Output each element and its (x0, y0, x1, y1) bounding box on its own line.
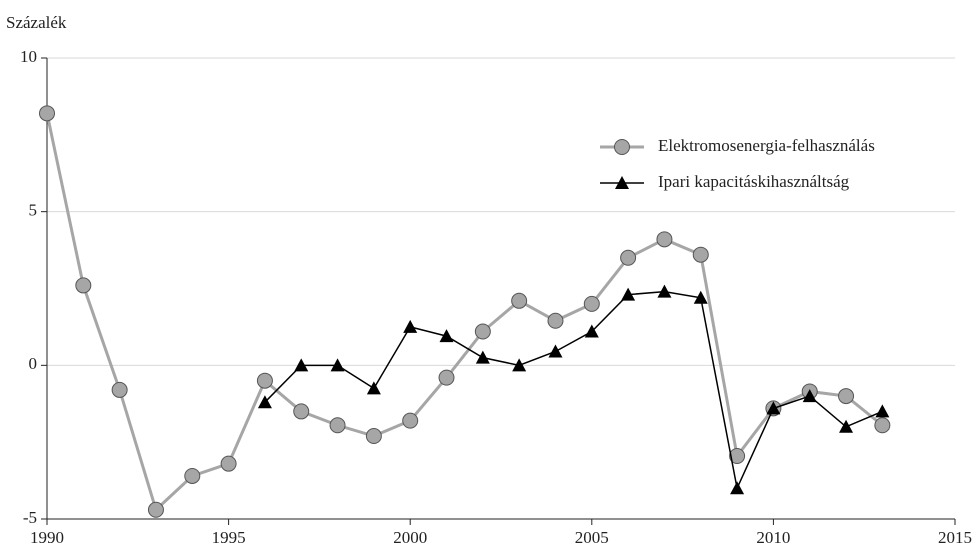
point (692, 246, 709, 263)
point (75, 277, 92, 294)
series-line (45, 113, 884, 513)
y-tick-label: -5 (23, 508, 37, 527)
point (366, 381, 381, 395)
point (838, 388, 855, 405)
point (693, 290, 708, 304)
x-tick-label: 2015 (938, 528, 972, 547)
point (511, 292, 528, 309)
point (257, 395, 272, 409)
point (220, 455, 237, 472)
x-tick-label: 2005 (575, 528, 609, 547)
point (620, 249, 637, 266)
point (547, 312, 564, 329)
point (293, 403, 310, 420)
y-axis-label: Százalék (6, 13, 67, 32)
legend-marker (614, 139, 630, 155)
point (584, 324, 599, 338)
y-tick-label: 5 (29, 201, 38, 220)
point (621, 287, 636, 301)
point (802, 389, 817, 403)
x-tick-label: 2000 (393, 528, 427, 547)
point (512, 358, 527, 372)
point (548, 344, 563, 358)
point (402, 412, 419, 429)
point (766, 401, 781, 415)
point (874, 417, 891, 434)
point (474, 323, 491, 340)
y-tick-label: 10 (20, 47, 37, 66)
legend-label: Elektromosenergia-felhasználás (658, 136, 875, 155)
point (475, 350, 490, 364)
series-line (264, 290, 883, 491)
point (583, 295, 600, 312)
point (256, 372, 273, 389)
y-tick-label: 0 (29, 354, 38, 373)
point (330, 358, 345, 372)
point (184, 467, 201, 484)
point (657, 284, 672, 298)
point (403, 319, 418, 333)
point (656, 231, 673, 248)
point (329, 417, 346, 434)
point (439, 329, 454, 343)
point (875, 404, 890, 418)
legend-marker (615, 176, 629, 189)
point (294, 358, 309, 372)
point (730, 481, 745, 495)
x-tick-label: 1990 (30, 528, 64, 547)
point (729, 447, 746, 464)
point (438, 369, 455, 386)
x-tick-label: 1995 (212, 528, 246, 547)
point (839, 419, 854, 433)
legend-label: Ipari kapacitáskihasználtság (658, 172, 850, 191)
point (365, 428, 382, 445)
point (111, 381, 128, 398)
point (39, 105, 55, 122)
x-tick-label: 2010 (756, 528, 790, 547)
point (147, 501, 164, 518)
